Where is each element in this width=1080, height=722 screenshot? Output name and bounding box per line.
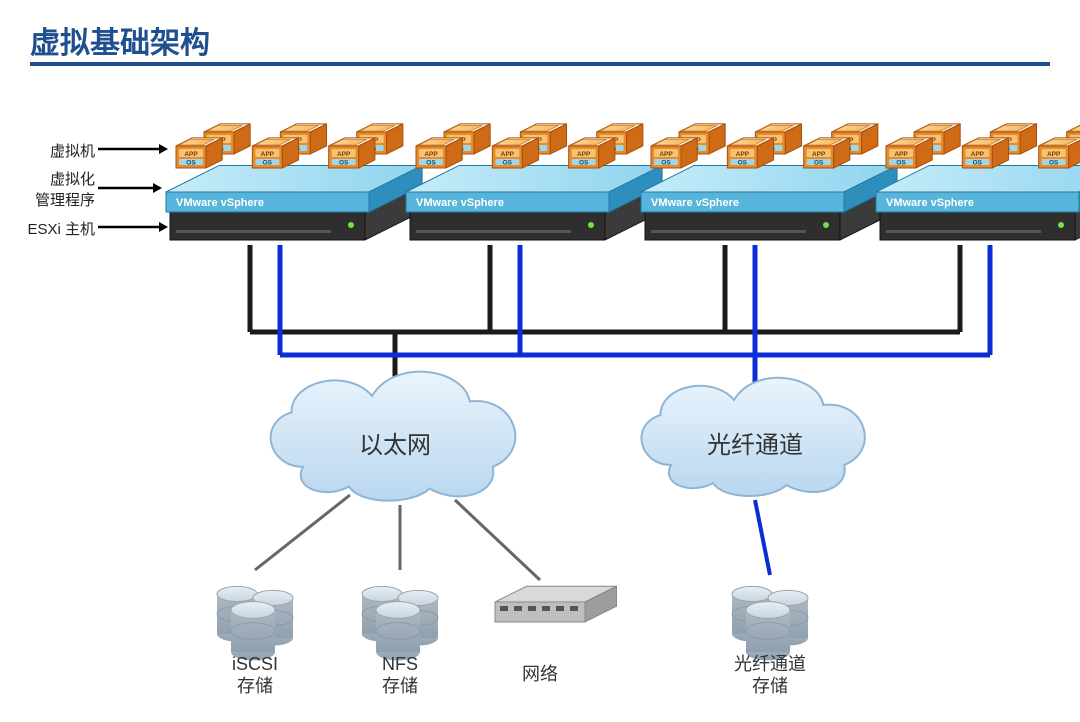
svg-text:VMware vSphere: VMware vSphere [416,197,504,209]
storage-disk [732,586,808,660]
esxi-host: VMware vSphereAPPOSAPPOSAPPOSAPPOSAPPOSA… [876,124,1080,240]
diagram-canvas: 以太网光纤通道VMware vSphereAPPOSAPPOSAPPOSAPPO… [0,0,1080,722]
svg-text:APP: APP [736,151,750,158]
svg-text:OS: OS [738,159,748,166]
svg-text:OS: OS [339,159,349,166]
cloud: 以太网 [271,372,516,501]
side-label-esxi: ESXi 主机 [0,218,95,239]
svg-text:VMware vSphere: VMware vSphere [886,197,974,209]
svg-text:APP: APP [1047,151,1061,158]
esxi-host: VMware vSphereAPPOSAPPOSAPPOSAPPOSAPPOSA… [406,124,662,240]
svg-text:光纤通道: 光纤通道 [707,432,803,459]
svg-text:iSCSI存储: iSCSI存储 [232,654,278,696]
svg-text:APP: APP [501,151,515,158]
side-label-hypervisor: 虚拟化 管理程序 [0,168,95,210]
svg-text:OS: OS [503,159,513,166]
svg-text:光纤通道存储: 光纤通道存储 [734,654,806,696]
svg-text:VMware vSphere: VMware vSphere [176,197,264,209]
svg-text:APP: APP [184,151,198,158]
svg-text:OS: OS [263,159,273,166]
esxi-host: VMware vSphereAPPOSAPPOSAPPOSAPPOSAPPOSA… [166,124,422,240]
svg-text:APP: APP [577,151,591,158]
svg-text:APP: APP [261,151,275,158]
svg-text:OS: OS [814,159,824,166]
svg-text:APP: APP [894,151,908,158]
svg-text:OS: OS [1049,159,1059,166]
side-label-vm: 虚拟机 [0,140,95,161]
storage-disk [217,586,293,660]
svg-text:APP: APP [424,151,438,158]
svg-text:OS: OS [973,159,983,166]
svg-text:NFS存储: NFS存储 [382,654,418,696]
svg-text:网络: 网络 [522,664,558,684]
svg-text:APP: APP [337,151,351,158]
svg-text:OS: OS [661,159,671,166]
storage-disk [362,586,438,660]
network-switch [495,586,617,622]
svg-text:OS: OS [579,159,589,166]
svg-text:VMware vSphere: VMware vSphere [651,197,739,209]
svg-text:APP: APP [659,151,673,158]
svg-text:OS: OS [186,159,196,166]
svg-text:APP: APP [812,151,826,158]
esxi-host: VMware vSphereAPPOSAPPOSAPPOSAPPOSAPPOSA… [641,124,897,240]
svg-text:OS: OS [426,159,436,166]
svg-text:APP: APP [971,151,985,158]
cloud: 光纤通道 [641,378,864,496]
svg-text:OS: OS [896,159,906,166]
svg-text:以太网: 以太网 [359,432,431,459]
